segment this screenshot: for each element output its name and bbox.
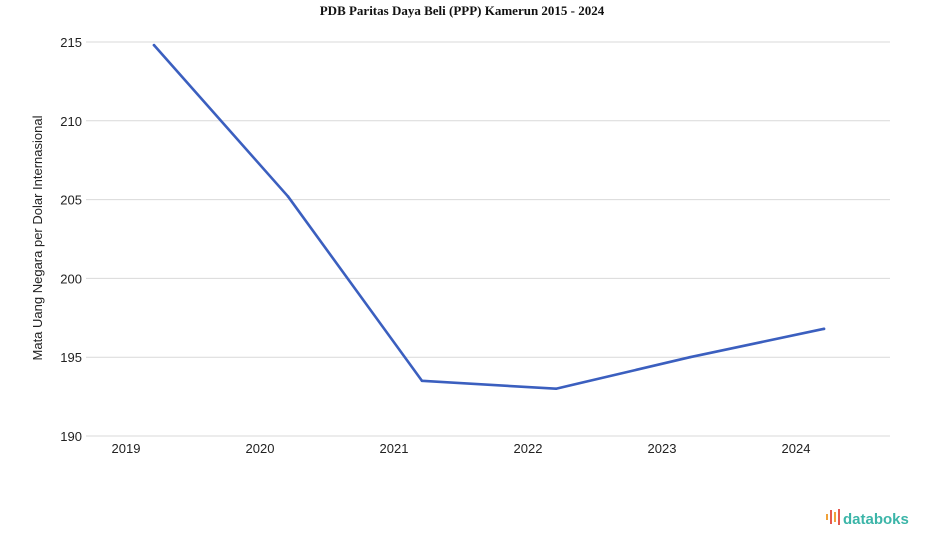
x-tick-label: 2021 (380, 441, 409, 456)
data-point (286, 195, 290, 198)
grid-lines (86, 41, 890, 437)
x-tick-label: 2023 (648, 441, 677, 456)
y-tick-label: 215 (60, 35, 82, 50)
data-point (420, 379, 424, 383)
x-axis-ticks: 2019 2020 2021 2022 2023 2024 (112, 441, 811, 456)
y-tick-label: 195 (60, 350, 82, 365)
databoks-logo[interactable]: databoks (826, 509, 909, 528)
series-line (152, 43, 826, 391)
chart-title: PDB Paritas Daya Beli (PPP) Kamerun 2015… (320, 3, 605, 18)
x-tick-label: 2024 (782, 441, 811, 456)
y-tick-label: 210 (60, 114, 82, 129)
y-tick-label: 205 (60, 193, 82, 208)
data-point (554, 387, 558, 391)
data-point (152, 43, 156, 47)
x-tick-label: 2020 (246, 441, 275, 456)
y-tick-label: 200 (60, 271, 82, 286)
y-axis-label: Mata Uang Negara per Dolar Internasional (30, 115, 45, 360)
y-tick-label: 190 (60, 429, 82, 444)
series-group (152, 43, 826, 391)
x-tick-label: 2022 (514, 441, 543, 456)
databoks-bars-icon (826, 509, 840, 525)
y-axis-ticks: 190 195 200 205 210 215 (60, 35, 82, 444)
data-point (688, 355, 692, 359)
data-point (822, 327, 826, 331)
x-tick-label: 2019 (112, 441, 141, 456)
databoks-logo-text: databoks (843, 511, 909, 528)
